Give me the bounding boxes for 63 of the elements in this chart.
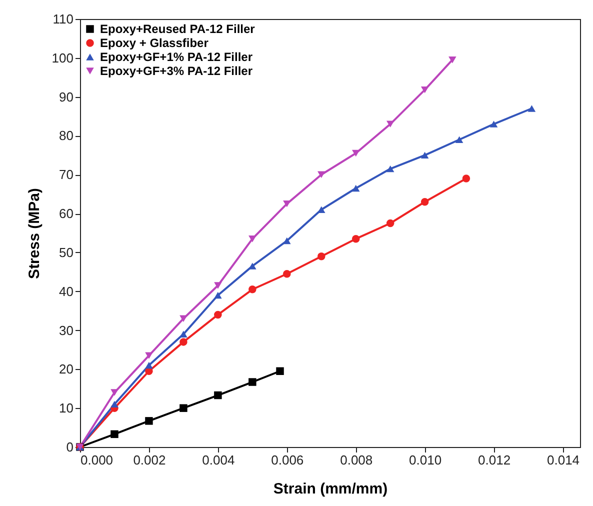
x-tick-label: 0.014	[546, 452, 580, 468]
y-tick-label: 90	[59, 89, 74, 104]
point	[180, 315, 188, 322]
y-tick-label: 0	[66, 440, 74, 454]
point	[283, 270, 291, 278]
point	[420, 86, 429, 94]
y-tick-label: 20	[59, 362, 74, 377]
point	[386, 219, 394, 228]
point	[248, 235, 256, 242]
point	[420, 198, 429, 206]
legend-label: Epoxy+GF+1% PA-12 Filler	[100, 50, 253, 64]
point	[318, 252, 326, 260]
point	[386, 120, 394, 128]
point	[318, 206, 326, 214]
x-tick-label: 0.002	[133, 452, 166, 468]
point	[145, 362, 153, 369]
point	[490, 120, 498, 128]
point	[180, 330, 188, 338]
y-tick-label: 60	[59, 206, 74, 222]
point	[318, 171, 326, 178]
point	[110, 400, 118, 408]
point	[455, 136, 464, 143]
point	[462, 174, 470, 182]
point	[145, 417, 153, 425]
x-tick-label: 0.006	[271, 452, 304, 468]
x-tick-label: 0.012	[478, 452, 511, 468]
point	[352, 234, 360, 243]
point	[352, 184, 360, 192]
point	[528, 105, 536, 112]
y-tick-label: 100	[52, 50, 74, 66]
y-tick-label: 70	[59, 167, 74, 182]
point	[448, 56, 456, 64]
legend-label: Epoxy + Glassfiber	[100, 36, 209, 50]
x-axis-title: Strain (mm/mm)	[273, 480, 388, 498]
y-tick-label: 80	[59, 128, 74, 144]
y-tick-label: 110	[52, 12, 74, 26]
x-tick-label: 0.004	[202, 452, 235, 468]
y-axis-title: Stress (MPa)	[26, 188, 43, 279]
point	[276, 367, 284, 375]
point	[386, 165, 394, 172]
point	[248, 262, 256, 270]
x-tick-label: 0.000	[80, 452, 114, 468]
y-tick-label: 10	[59, 400, 74, 416]
point	[214, 282, 222, 289]
point	[180, 404, 188, 412]
point	[214, 391, 222, 400]
y-tick-label: 50	[59, 244, 74, 260]
point	[214, 292, 222, 299]
point	[180, 338, 188, 346]
y-tick-label: 40	[59, 284, 74, 299]
point	[420, 152, 429, 159]
point	[283, 237, 291, 244]
x-tick-label: 0.008	[340, 452, 373, 468]
y-tick-label: 30	[59, 322, 74, 338]
point	[110, 389, 118, 396]
legend-label: Epoxy+Reused PA-12 Filler	[100, 22, 256, 36]
x-tick-label: 0.010	[409, 452, 442, 468]
point	[110, 430, 118, 438]
legend-label: Epoxy+GF+3% PA-12 Filler	[100, 64, 253, 78]
point	[145, 352, 153, 359]
point	[248, 378, 256, 386]
point	[248, 286, 256, 294]
point	[214, 310, 222, 319]
